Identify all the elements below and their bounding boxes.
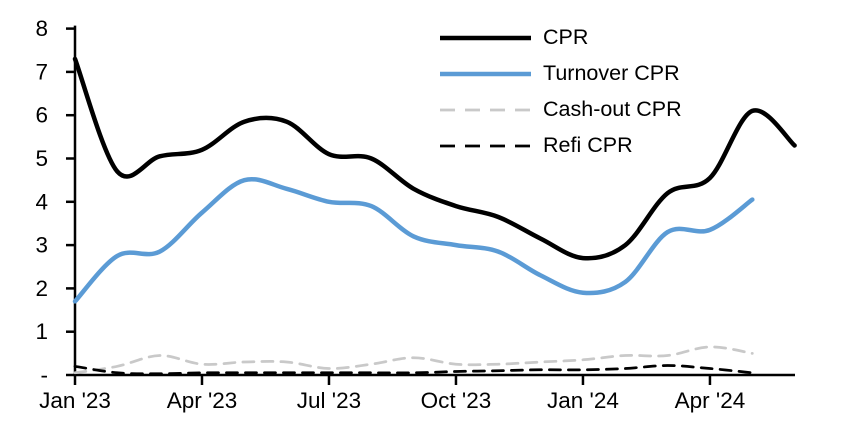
x-tick-label: Jul '23 [297, 388, 361, 413]
x-tick-label: Apr '24 [675, 388, 746, 413]
legend-item-turnover-cpr: Turnover CPR [438, 56, 682, 92]
legend-label-turnover-cpr: Turnover CPR [543, 61, 680, 86]
y-tick-label: 1 [35, 319, 48, 344]
y-tick-label: 3 [35, 233, 48, 258]
legend-label-cashout-cpr: Cash-out CPR [543, 97, 682, 122]
y-tick-label: 8 [35, 16, 48, 41]
x-tick-label: Oct '23 [421, 388, 492, 413]
legend-item-cashout-cpr: Cash-out CPR [438, 92, 682, 128]
cpr-line-swatch-icon [440, 35, 531, 41]
turnover-cpr-line [72, 177, 755, 304]
cashout-cpr-line [73, 345, 754, 375]
chart-legend: CPR Turnover CPR Cash-out CPR Refi CPR [438, 20, 682, 164]
refi-cpr-line [73, 364, 754, 376]
cpr-line [72, 56, 797, 261]
legend-label-cpr: CPR [543, 25, 589, 50]
legend-item-cpr: CPR [438, 20, 682, 56]
x-tick-label: Apr '23 [167, 388, 238, 413]
turnover-cpr-line-swatch-icon [440, 71, 531, 77]
legend-label-refi-cpr: Refi CPR [543, 133, 633, 158]
y-tick-label: 4 [35, 189, 48, 214]
y-tick-label: 6 [35, 103, 48, 128]
y-tick-label: 5 [35, 146, 48, 171]
cashout-cpr-line-swatch-icon [440, 108, 531, 112]
refi-cpr-line-swatch-icon [440, 144, 531, 148]
y-tick-label: 2 [35, 276, 48, 301]
x-tick-label: Jan '23 [39, 388, 111, 413]
legend-item-refi-cpr: Refi CPR [438, 128, 682, 164]
x-tick-label: Jan '24 [547, 388, 619, 413]
y-tick-label: - [41, 363, 49, 388]
y-tick-label: 7 [35, 59, 48, 84]
